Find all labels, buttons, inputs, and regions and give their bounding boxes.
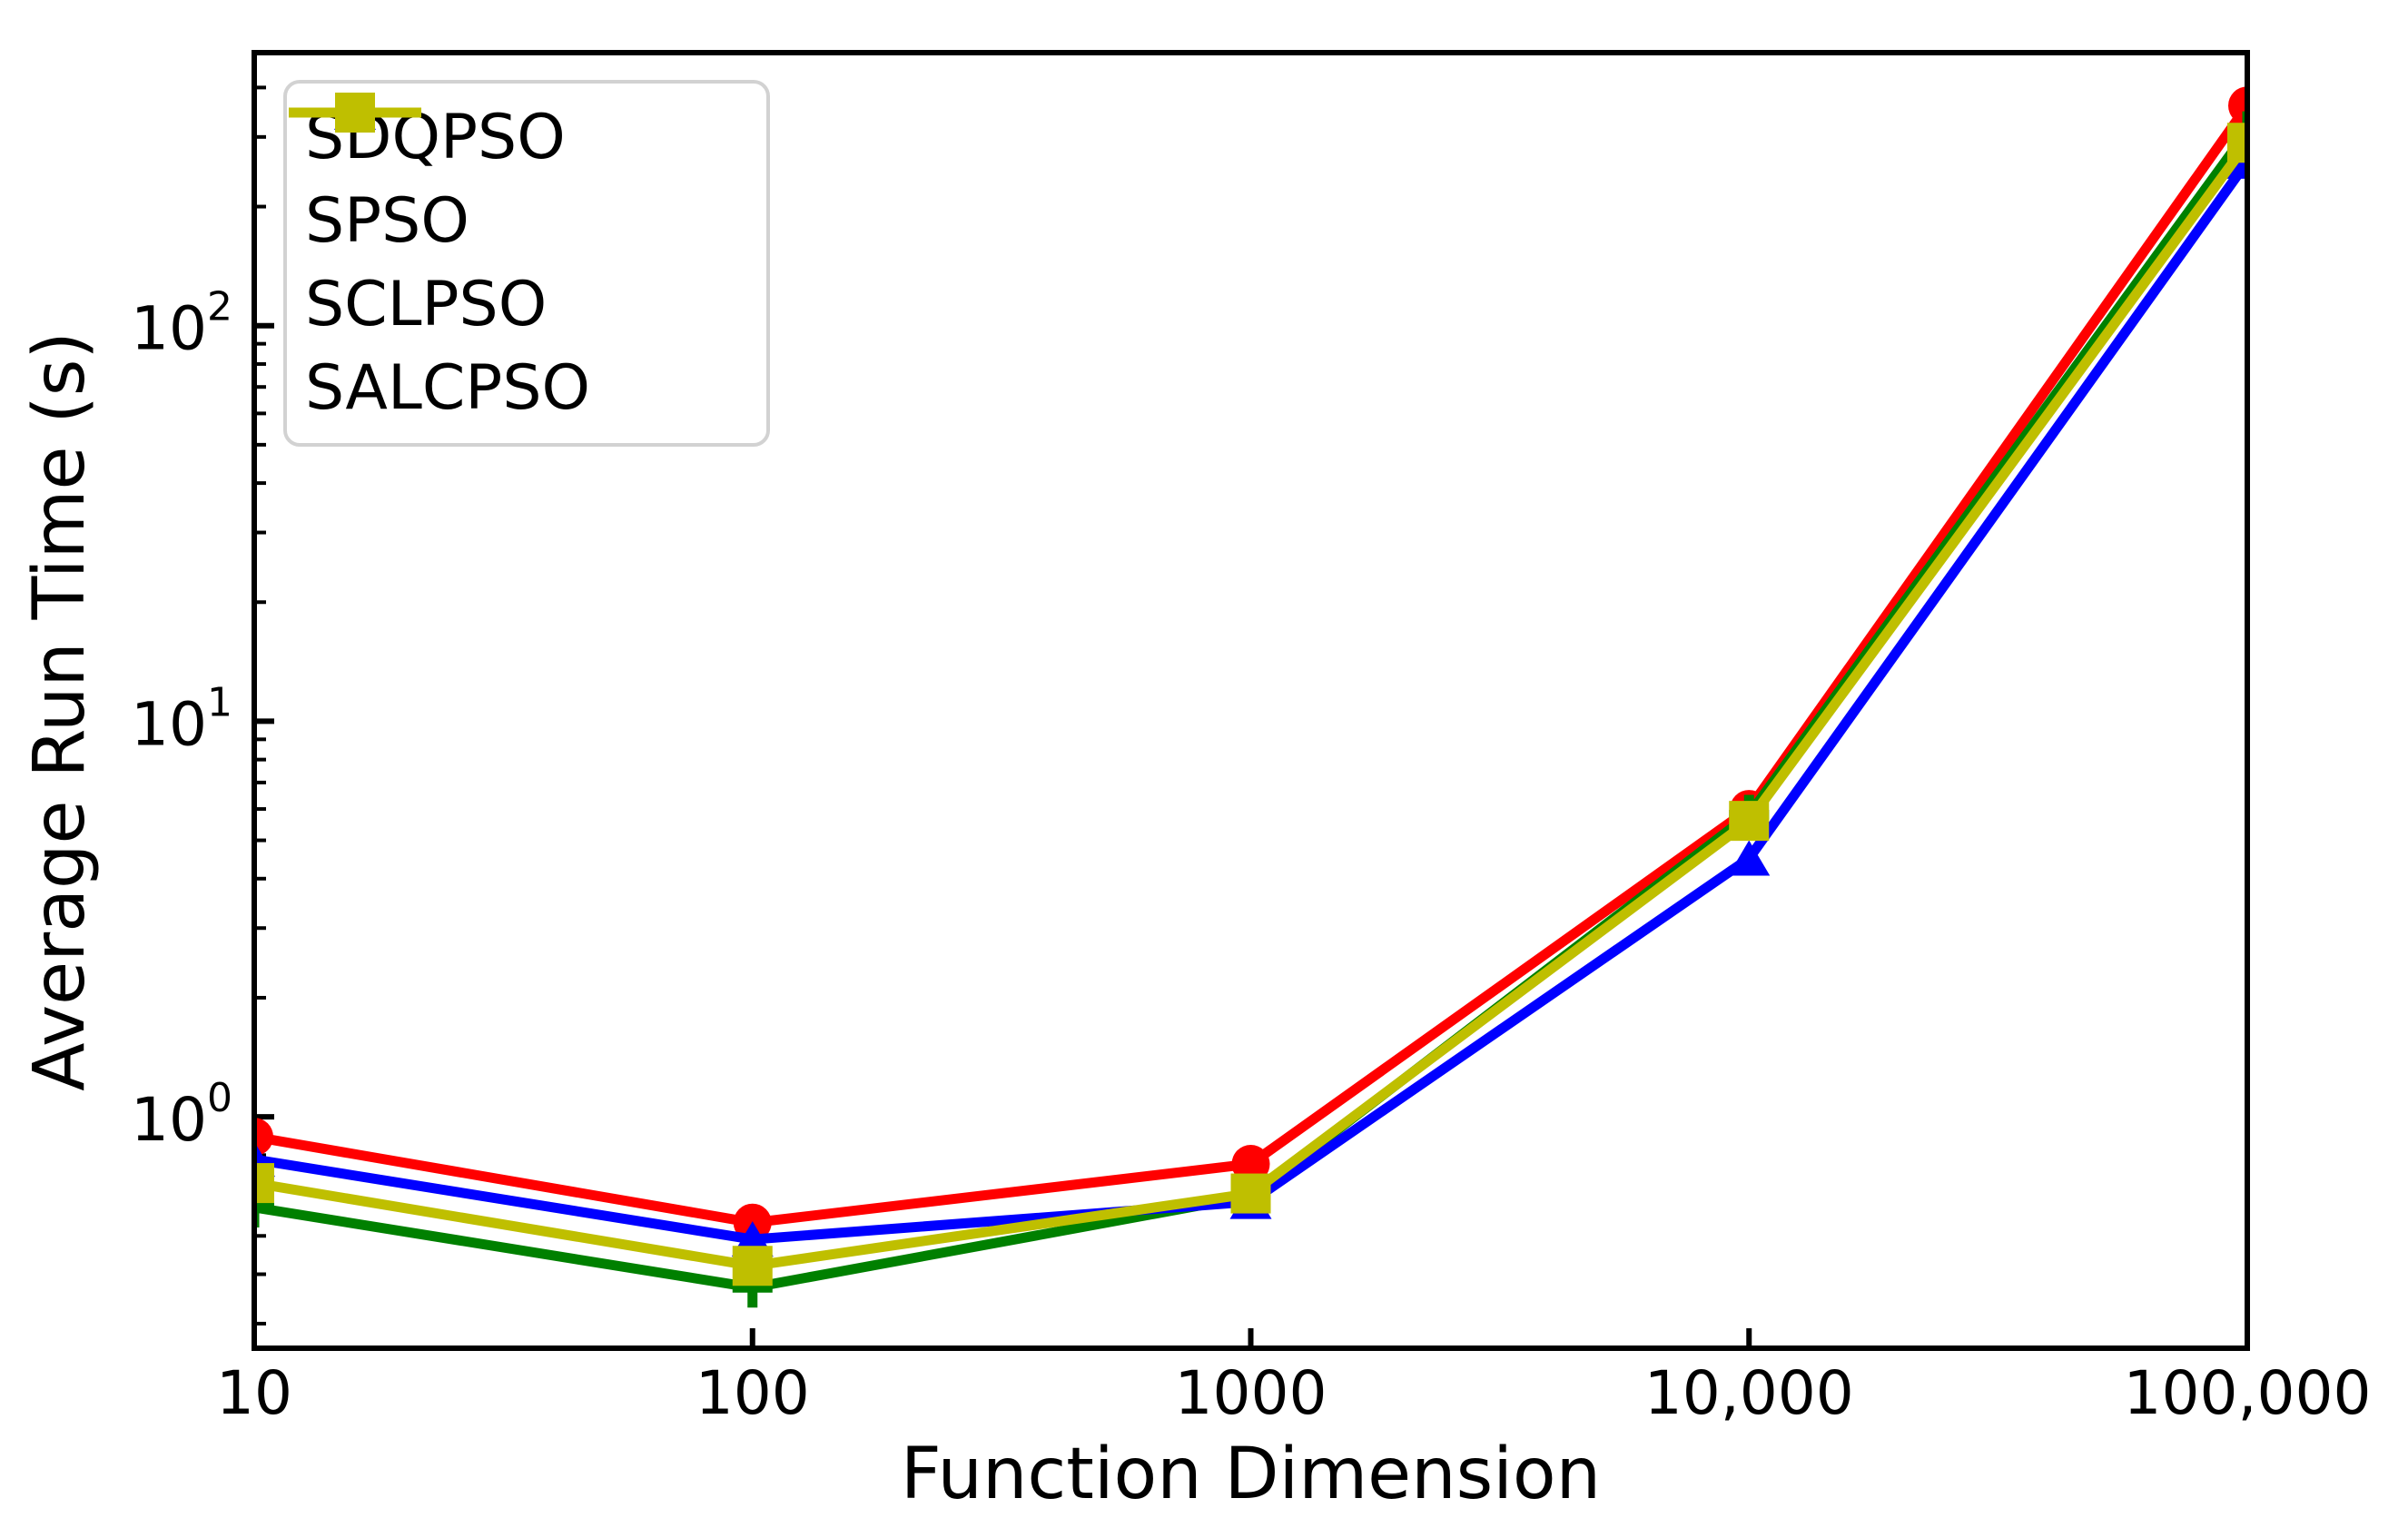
- x-tick-label: 100,000: [2124, 1358, 2372, 1428]
- marker-square: [1729, 801, 1770, 842]
- x-tick-label: 100: [696, 1358, 810, 1428]
- x-tick-label: 1000: [1175, 1358, 1327, 1428]
- legend-label: SCLPSO: [305, 269, 548, 340]
- marker-square: [254, 1163, 274, 1204]
- x-axis-title: Function Dimension: [901, 1434, 1601, 1515]
- legend-sample-salcpso: [289, 93, 421, 133]
- y-tick-label: 102: [131, 284, 232, 364]
- legend: SDQPSO SPSO SCLPSO SALCPSO: [283, 80, 770, 447]
- axes-spines: [252, 50, 2250, 1351]
- y-tick-label: 100: [131, 1075, 232, 1155]
- plot-area: [254, 86, 2247, 1308]
- y-tick-label: 101: [131, 679, 232, 759]
- legend-label: SALCPSO: [305, 352, 591, 424]
- legend-item-spso: SPSO: [289, 93, 766, 258]
- x-tick-label: 10,000: [1644, 1358, 1854, 1428]
- series-SALCPSO: [254, 123, 2247, 1286]
- legend-label: SPSO: [305, 185, 469, 257]
- marker-circle: [1231, 1145, 1270, 1184]
- marker-square: [335, 93, 375, 133]
- marker-plus: [254, 1187, 274, 1227]
- marker-square: [732, 1246, 773, 1286]
- marker-circle: [254, 1118, 273, 1157]
- legend-item-sclpso: SCLPSO: [289, 94, 766, 341]
- legend-item-salcpso: SALCPSO: [289, 93, 766, 425]
- marker-triangle-up: [1728, 840, 1771, 876]
- marker-square: [2227, 123, 2247, 163]
- marker-square: [1230, 1173, 1271, 1214]
- y-axis-title: Average Run Time (s): [19, 331, 101, 1091]
- x-tick-label: 10: [216, 1358, 292, 1428]
